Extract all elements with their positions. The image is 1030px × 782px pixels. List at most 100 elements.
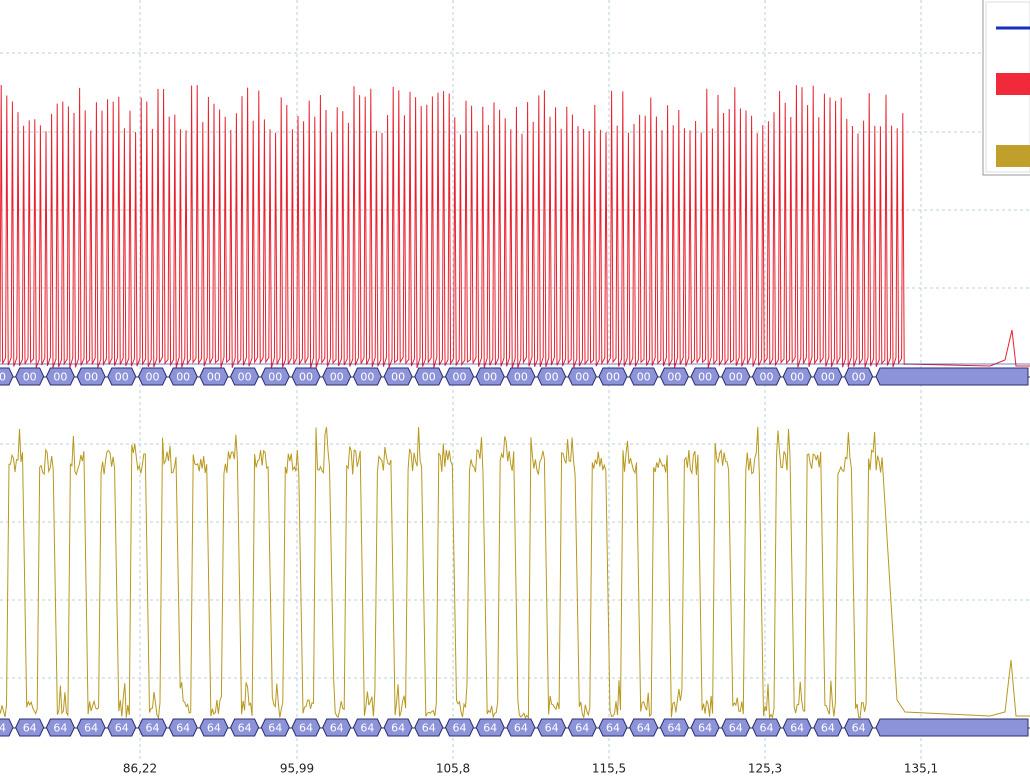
bus-cell-label: 00	[514, 371, 528, 384]
bus-cell	[629, 718, 659, 737]
bus-cell-label: 64	[698, 722, 712, 735]
bus-cell	[782, 718, 812, 737]
bus-cell	[598, 367, 628, 386]
bus-cell-label: 00	[330, 371, 344, 384]
bus-cell	[751, 718, 782, 737]
bus-cell-label: 64	[84, 722, 98, 735]
bus-cell	[0, 718, 14, 737]
bus-cell	[690, 367, 720, 386]
bus-cell	[782, 367, 812, 386]
bus-cell	[199, 367, 229, 386]
bus-cell-label: 00	[790, 371, 804, 384]
bus-cell	[15, 718, 45, 737]
bus-cell	[537, 367, 567, 386]
bus-cell-label: 64	[821, 722, 835, 735]
bus-cell-label: 64	[852, 722, 866, 735]
bus-cell	[322, 718, 352, 737]
bus-cell	[137, 367, 168, 386]
bus-cell	[475, 367, 505, 386]
legend-gold	[996, 145, 1030, 167]
bus-cell	[537, 718, 567, 737]
bus-cell	[230, 718, 260, 737]
bus-cell-label: 64	[207, 722, 221, 735]
bus-cell-label: 64	[115, 722, 129, 735]
bus-cell	[260, 367, 290, 386]
bus-cell-label: 00	[176, 371, 190, 384]
x-axis-label: 86,22	[123, 762, 157, 776]
bus-cell	[414, 718, 444, 737]
bus-cell-label: 00	[84, 371, 98, 384]
bus-cell	[352, 367, 382, 386]
bus-cell-label: 64	[330, 722, 344, 735]
bus-cell-label: 00	[422, 371, 436, 384]
bus-cell	[690, 718, 720, 737]
bus-cell-label: 00	[483, 371, 497, 384]
bus-cell-label: 64	[606, 722, 620, 735]
bus-cell-label: 00	[698, 371, 712, 384]
bus-cell	[76, 718, 106, 737]
bus-cell	[260, 718, 290, 737]
bus-cell	[199, 718, 229, 737]
bus-cell-label: 64	[483, 722, 497, 735]
x-axis-label: 95,99	[280, 762, 314, 776]
bus-cell	[383, 367, 413, 386]
bus-cell-label: 00	[545, 371, 559, 384]
bus-cell-label: 64	[514, 722, 528, 735]
bus-cell	[506, 367, 536, 386]
bus-cell-label: 00	[0, 371, 6, 384]
bus-cell-label: 00	[115, 371, 129, 384]
bus-cell	[76, 367, 106, 386]
bus-cell-label: 64	[575, 722, 589, 735]
bus-cell-label: 00	[299, 371, 313, 384]
bus-cell-label: 00	[637, 371, 651, 384]
bus-cell	[475, 718, 505, 737]
bus-cell-label: 00	[760, 371, 774, 384]
bus-cell	[506, 718, 536, 737]
bus-cell	[45, 718, 75, 737]
bus-cell	[291, 367, 321, 386]
bus-decoders: 0 0 0 0 0 0 0 0 0 0 0 0 0 0 0 0 0 0 0 0 0 0 0 0 0 0 0 0 0 0 0 0 0 0 0 0 0 0 0 0…	[0, 367, 1030, 737]
bus-cell	[813, 718, 843, 737]
bus-cell-label: 00	[268, 371, 282, 384]
bus-cell-label: 00	[575, 371, 589, 384]
bus-cell	[659, 367, 689, 386]
bus-cell	[291, 718, 321, 737]
bus-cell-label: 00	[391, 371, 405, 384]
legend-red	[996, 73, 1030, 95]
bus-cell-label: 64	[176, 722, 190, 735]
bus-cell	[721, 367, 751, 386]
bus-cell-label: 00	[667, 371, 681, 384]
bus-cell-label: 64	[545, 722, 559, 735]
bus-cell-label: 00	[852, 371, 866, 384]
bus-cell-label: 00	[821, 371, 835, 384]
bus-cell	[0, 367, 14, 386]
bus-cell	[751, 367, 782, 386]
bus-cell	[659, 718, 689, 737]
bus-cell	[844, 367, 874, 386]
bus-cell	[45, 367, 75, 386]
x-axis-label: 115,5	[592, 762, 626, 776]
bus-cell-label: 64	[53, 722, 67, 735]
bus-cell-label: 64	[391, 722, 405, 735]
bus-cell-label: 64	[299, 722, 313, 735]
bus-idle	[875, 367, 1029, 386]
x-axis: 86,22 95,99 105,8 115,5 125,3 135,1	[123, 762, 938, 776]
legend-inner	[985, 1, 1030, 173]
bus-cell-label: 64	[637, 722, 651, 735]
channel-gold-trace	[0, 426, 1030, 720]
bus-cell-label: 00	[146, 371, 160, 384]
bus-cell-label: 64	[146, 722, 160, 735]
x-axis-label: 125,3	[748, 762, 782, 776]
bus-idle	[875, 718, 1029, 737]
bus-cell-label: 00	[238, 371, 252, 384]
bus-cell-label: 00	[606, 371, 620, 384]
bus-cell-label: 00	[207, 371, 221, 384]
bus-cell	[444, 367, 475, 386]
bus-cell	[629, 367, 659, 386]
bus-cell	[567, 367, 597, 386]
bus-cell	[107, 718, 137, 737]
bus-cell-label: 64	[23, 722, 37, 735]
channel-red-trace	[0, 84, 1030, 369]
bus-cell	[844, 718, 874, 737]
